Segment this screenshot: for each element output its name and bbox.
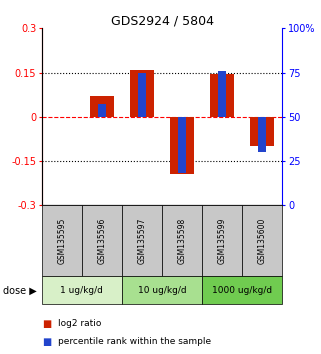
Bar (242, 205, 282, 276)
Bar (82, 205, 122, 276)
Bar (98, 104, 106, 117)
Text: GSM135595: GSM135595 (57, 217, 66, 264)
Text: 1000 ug/kg/d: 1000 ug/kg/d (212, 286, 273, 295)
Text: 10 ug/kg/d: 10 ug/kg/d (138, 286, 187, 295)
Bar (202, 276, 282, 304)
Bar (42, 276, 122, 304)
Text: ■: ■ (42, 337, 51, 347)
Bar (202, 205, 242, 276)
Text: percentile rank within the sample: percentile rank within the sample (58, 337, 211, 346)
Text: log2 ratio: log2 ratio (58, 319, 101, 329)
Text: 1 ug/kg/d: 1 ug/kg/d (60, 286, 103, 295)
Bar (138, 73, 146, 117)
Bar (90, 96, 114, 117)
Text: dose ▶: dose ▶ (3, 285, 37, 295)
Text: GSM135600: GSM135600 (258, 217, 267, 264)
Title: GDS2924 / 5804: GDS2924 / 5804 (111, 14, 213, 27)
Bar (250, 117, 274, 146)
Bar (258, 117, 266, 152)
Bar (178, 117, 186, 173)
Bar (218, 71, 226, 117)
Bar (122, 205, 162, 276)
Text: GSM135599: GSM135599 (218, 217, 227, 264)
Text: ■: ■ (42, 319, 51, 329)
Text: GSM135597: GSM135597 (137, 217, 147, 264)
Bar (42, 205, 82, 276)
Bar (130, 70, 154, 117)
Bar (170, 117, 194, 175)
Bar (210, 74, 234, 117)
Text: GSM135598: GSM135598 (178, 218, 187, 264)
Bar (122, 276, 202, 304)
Bar (162, 205, 202, 276)
Text: GSM135596: GSM135596 (97, 217, 107, 264)
